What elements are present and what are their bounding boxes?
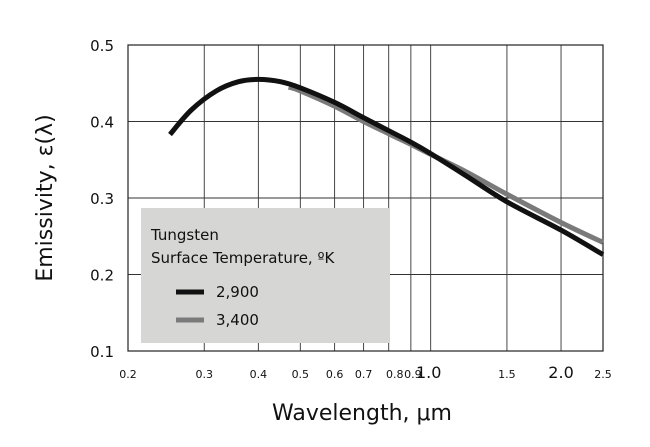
y-tick-label: 0.2 [90,267,114,285]
series-line-2900 [168,76,605,257]
x-tick-label: 0.6 [326,368,344,381]
legend-title-line1: Tungsten [150,226,219,244]
x-tick-labels: 0.2 0.3 0.4 0.5 0.6 0.7 0.8 0.91.0 1.5 2.0 2.5 [119,363,612,382]
y-tick-labels: 0.1 0.2 0.3 0.4 0.5 [90,37,114,361]
x-tick-label: 0.7 [355,368,373,381]
series-layer [168,76,605,257]
y-tick-label: 0.1 [90,343,114,361]
x-tick-label: 0.2 [119,368,137,381]
x-tick-label: 2.5 [594,368,612,381]
x-tick-label: 0.3 [196,368,214,381]
legend: Tungsten Surface Temperature, ºK 2,900 3… [141,208,390,343]
y-tick-label: 0.5 [90,37,114,55]
x-tick-label: 0.4 [250,368,268,381]
plot-frame [127,44,604,352]
legend-title-line2: Surface Temperature, ºK [151,249,336,267]
x-tick-label: 0.8 [386,368,404,381]
legend-label-3400: 3,400 [216,311,259,329]
x-tick-label: 2.0 [548,363,573,382]
x-tick-label: 1.0 [416,363,441,382]
y-tick-label: 0.3 [90,190,114,208]
y-axis-title: Emissivity, ε(λ) [33,114,58,281]
x-axis-title: Wavelength, μm [272,401,452,426]
x-tick-label: 0.5 [292,368,310,381]
x-tick-label: 1.5 [498,368,516,381]
y-tick-label: 0.4 [90,114,114,132]
legend-label-2900: 2,900 [216,283,259,301]
x-tick-label: 0.9 [404,368,422,381]
